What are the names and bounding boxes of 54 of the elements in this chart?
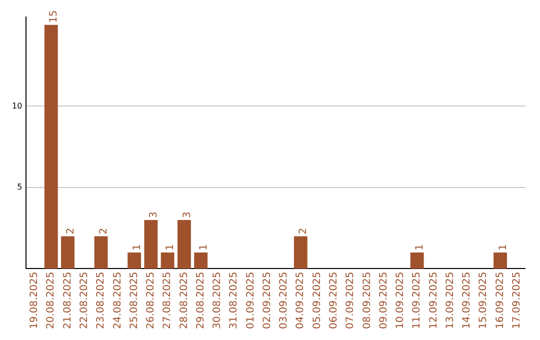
x-tick-label: 06.09.2025 <box>328 272 340 330</box>
x-tick-label: 10.09.2025 <box>395 272 406 330</box>
bar <box>61 236 74 269</box>
bar <box>177 220 191 269</box>
data-label: 1 <box>414 244 426 250</box>
bar <box>194 252 208 269</box>
y-tick-label: 5 <box>17 182 22 192</box>
x-tick-label: 30.08.2025 <box>212 272 224 330</box>
x-tick-label: 03.09.2025 <box>278 272 290 330</box>
data-label: 1 <box>132 244 143 250</box>
x-tick-label: 28.08.2025 <box>178 272 190 330</box>
x-tick-label: 14.09.2025 <box>462 272 473 330</box>
bar <box>160 252 174 269</box>
x-tick-label: 16.09.2025 <box>494 272 506 330</box>
x-tick-label: 15.09.2025 <box>478 272 490 330</box>
x-tick-label: 08.09.2025 <box>362 272 373 330</box>
x-tick-label: 31.08.2025 <box>228 272 240 330</box>
bar <box>94 236 108 269</box>
bar <box>294 236 308 269</box>
bar <box>128 252 142 269</box>
data-label: 3 <box>182 212 193 218</box>
x-tick-label: 26.08.2025 <box>146 272 157 330</box>
data-label: 3 <box>148 212 160 218</box>
bar <box>494 252 507 269</box>
bar <box>410 252 424 269</box>
x-tick-label: 05.09.2025 <box>312 272 323 330</box>
x-tick-label: 25.08.2025 <box>128 272 140 330</box>
x-tick-label: 19.08.2025 <box>29 272 40 330</box>
data-label: 2 <box>65 228 76 234</box>
x-tick-label: 17.09.2025 <box>511 272 522 330</box>
data-label: 2 <box>98 228 110 234</box>
x-tick-label: 23.08.2025 <box>96 272 107 330</box>
x-tick-label: 01.09.2025 <box>245 272 256 330</box>
data-label: 1 <box>165 244 176 250</box>
x-tick-label: 20.08.2025 <box>46 272 57 330</box>
data-label: 2 <box>298 228 310 234</box>
x-tick-label: 11.09.2025 <box>412 272 423 330</box>
x-tick-label: 29.08.2025 <box>195 272 206 330</box>
x-tick-label: 13.09.2025 <box>444 272 456 330</box>
bar <box>144 220 158 269</box>
y-tick-label: 10 <box>12 101 22 110</box>
x-tick-label: 04.09.2025 <box>295 272 306 330</box>
x-tick-label: 27.08.2025 <box>162 272 174 330</box>
x-tick-label: 02.09.2025 <box>262 272 273 330</box>
bar <box>44 24 58 269</box>
x-tick-label: 22.08.2025 <box>78 272 90 330</box>
data-label: 1 <box>498 244 509 250</box>
x-tick-label: 24.08.2025 <box>112 272 124 330</box>
x-tick-label: 07.09.2025 <box>345 272 356 330</box>
data-label: 1 <box>198 244 210 250</box>
data-label: 15 <box>48 10 60 23</box>
x-tick-label: 21.08.2025 <box>62 272 74 330</box>
x-tick-label: 09.09.2025 <box>378 272 390 330</box>
x-tick-label: 12.09.2025 <box>428 272 440 330</box>
